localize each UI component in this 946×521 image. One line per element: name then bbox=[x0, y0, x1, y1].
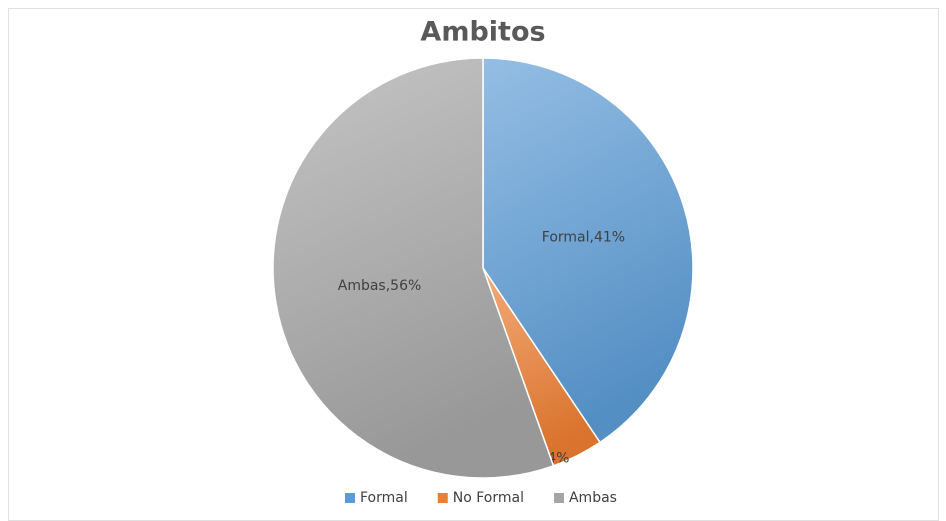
data-label: Ambas,56% bbox=[338, 278, 422, 294]
data-label: Formal,41% bbox=[542, 229, 625, 245]
chart-title: Ambitos bbox=[420, 17, 545, 48]
legend-label: Ambas bbox=[569, 490, 617, 506]
legend-swatch bbox=[345, 493, 355, 503]
legend-swatch bbox=[437, 493, 448, 503]
pie-slice bbox=[272, 57, 555, 479]
legend-swatch bbox=[553, 493, 564, 503]
legend-label: No Formal bbox=[453, 490, 524, 506]
pie-slice bbox=[482, 57, 694, 444]
legend-label: Formal bbox=[360, 490, 408, 506]
